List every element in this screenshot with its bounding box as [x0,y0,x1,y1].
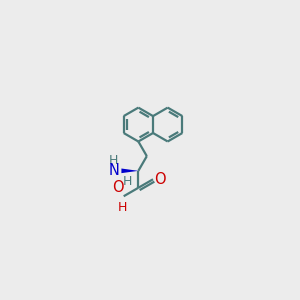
Text: O: O [112,180,124,195]
Text: N: N [109,163,120,178]
Text: H: H [123,176,132,188]
Text: O: O [154,172,166,187]
Text: H: H [118,201,127,214]
Text: H: H [109,154,118,167]
Polygon shape [122,169,138,173]
